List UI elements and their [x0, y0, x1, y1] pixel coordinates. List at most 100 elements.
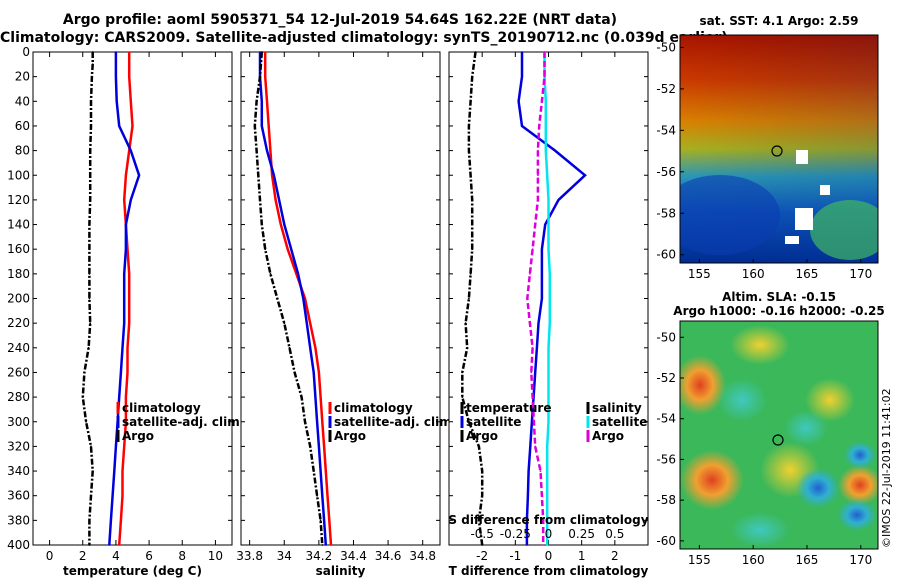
x-tick-label: -1	[509, 549, 521, 563]
series-climatology-point	[128, 75, 131, 78]
sla-map-title-1: Altim. SLA: -0.15	[722, 290, 836, 304]
y-tick-label: 100	[7, 168, 30, 182]
y-tick-label: 80	[15, 144, 30, 158]
series-satellite-adj-clim--point	[314, 396, 317, 398]
series-satellite-adj-clim--point	[273, 174, 275, 177]
series-t-argo-point	[478, 519, 480, 522]
series-argo-point	[89, 149, 92, 152]
series-s-argo-point	[541, 494, 543, 497]
series-argo-point	[260, 51, 263, 53]
y-tick-label: 60	[15, 119, 30, 133]
s-tick-label: -0.25	[500, 527, 531, 541]
series-satellite-adj-clim--point	[113, 470, 116, 472]
series-t-satellite-point	[529, 445, 532, 448]
sla-high-anomaly	[838, 465, 878, 505]
series-argo-point	[255, 149, 258, 152]
series-t-argo-point	[466, 346, 469, 349]
x-tick-label: 0	[46, 549, 54, 563]
series-argo-point	[300, 396, 303, 398]
series-s-argo-point	[531, 248, 534, 251]
series-satellite-adj-clim--point	[324, 544, 327, 546]
s-tick-label: 0.5	[605, 527, 624, 541]
series-t-satellite-point	[517, 100, 520, 103]
series-climatology-point	[323, 445, 325, 448]
series-s-argo-point	[530, 371, 533, 374]
x-tick-label: 2	[79, 549, 87, 563]
sla-low-anomaly	[837, 499, 877, 531]
series-satellite-adj-clim--point	[138, 174, 141, 177]
series-t-satellite-point	[557, 199, 560, 201]
series-t-argo-point	[471, 223, 474, 226]
y-tick-label: 340	[7, 464, 30, 478]
map-y-tick-label: -52	[656, 371, 676, 385]
series-argo-point	[89, 322, 92, 325]
map-y-tick-label: -54	[656, 412, 676, 426]
series-s-argo-point	[538, 125, 541, 127]
series-climatology-point	[128, 51, 131, 53]
map-y-tick-label: -56	[656, 165, 676, 179]
series-satellite-adj-clim--point	[115, 75, 117, 78]
series-argo-point	[255, 100, 258, 103]
series-climatology-point	[123, 445, 126, 448]
series-satellite-adj-clim--point	[115, 100, 118, 103]
series-satellite-adj-clim--point	[260, 100, 263, 103]
legend-label: climatology	[122, 401, 201, 415]
series-climatology-point	[324, 470, 327, 472]
y-tick-label: 400	[7, 538, 30, 552]
series-satellite-adj-clim--point	[123, 322, 126, 325]
x-tick-label: 34.2	[306, 549, 333, 563]
y-tick-label: 140	[7, 218, 30, 232]
sst-map: sat. SST: 4.1 Argo: 2.59 155 160 165 170 -50…	[656, 14, 879, 281]
series-argo-point	[312, 470, 315, 472]
s-axis-label: S difference from climatology	[448, 513, 648, 527]
series-t-argo-point	[469, 174, 472, 177]
series-climatology-point	[126, 371, 129, 374]
x-tick-label: 34.6	[375, 549, 402, 563]
sst-green-patch	[810, 200, 878, 260]
series-climatology-point	[126, 346, 129, 349]
sst-missing-patch	[820, 185, 830, 195]
series-satellite-adj-clim--point	[118, 125, 121, 127]
title-line-1: Argo profile: aoml 5905371_54 12-Jul-201…	[62, 12, 618, 28]
series-satellite-adj-clim--point	[309, 346, 312, 349]
series-satellite-adj-clim--point	[319, 470, 322, 472]
series-satellite-adj-clim--point	[266, 149, 268, 152]
series-climatology-point	[128, 297, 131, 300]
series-s-argo-point	[534, 445, 537, 448]
series-satellite-adj-clim--point	[120, 371, 122, 374]
series-climatology-point	[286, 248, 289, 251]
series-argo-point	[288, 346, 291, 349]
series-climatology-point	[128, 273, 131, 275]
series-s-argo-point	[543, 51, 546, 53]
series-s-satellite-point	[548, 322, 551, 325]
series-argo-point	[91, 75, 93, 78]
series-satellite-adj-clim--point	[278, 199, 280, 201]
series-s-satellite-point	[548, 273, 551, 275]
series-satellite-adj-clim--point	[125, 248, 127, 251]
series-argo-point	[85, 420, 87, 423]
series-s-satellite-point	[547, 371, 550, 374]
series-climatology-point	[318, 371, 320, 374]
y-tick-label: 20	[15, 70, 30, 84]
series-climatology-point	[121, 494, 124, 497]
y-tick-label: 200	[7, 292, 30, 306]
series-argo-point	[88, 519, 91, 522]
series-t-satellite-point	[536, 346, 538, 349]
x-tick-label: 1	[578, 549, 586, 563]
series-argo-point	[321, 544, 324, 546]
x-axis-label: salinity	[316, 564, 366, 578]
series-s-satellite-point	[544, 125, 547, 127]
series-t-argo-point	[468, 149, 470, 152]
series-climatology-point	[264, 75, 267, 78]
sla-map: Altim. SLA: -0.15 Argo h1000: -0.16 h200…	[656, 290, 884, 567]
map-x-tick-label: 170	[849, 553, 872, 567]
series-argo-point	[257, 174, 260, 177]
series-climatology-point	[328, 519, 331, 522]
series-satellite-adj-clim--point	[302, 297, 305, 300]
series-argo-point	[88, 273, 91, 275]
series-t-satellite-point	[527, 470, 530, 472]
series-argo-point	[293, 371, 296, 374]
s-tick-label: -0.5	[470, 527, 493, 541]
series-satellite-adj-clim--point	[316, 420, 318, 423]
